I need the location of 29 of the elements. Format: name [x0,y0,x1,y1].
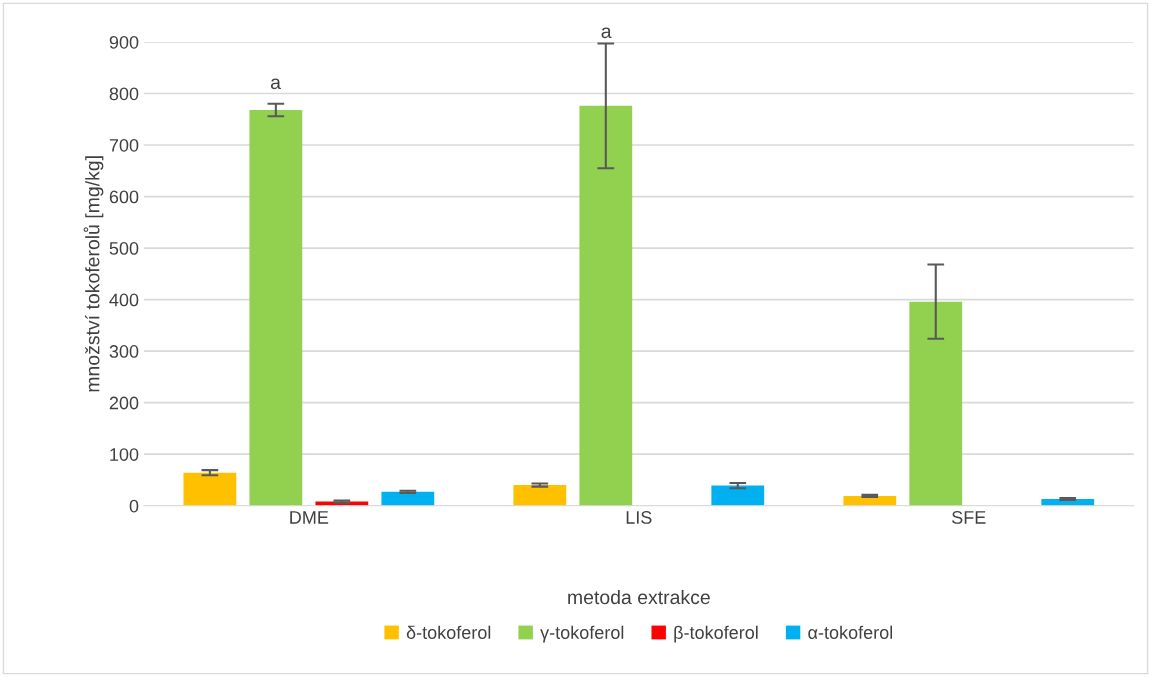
y-axis-title: množství tokoferolů [mg/kg] [83,156,104,392]
bar [711,485,765,506]
x-tick-label: LIS [626,511,652,524]
bar [579,105,633,506]
y-tick-label: 0 [129,499,139,513]
y-tick-label: 400 [109,293,139,307]
legend-label: β-tokoferol [674,625,758,643]
legend-label: α-tokoferol [808,625,893,639]
x-axis-title: metoda extrakce [568,589,710,605]
legend-label: δ-tokoferol [406,625,491,639]
x-tick-label: DME [290,511,329,524]
annotation: a [270,78,281,90]
legend-label: γ-tokoferol [540,625,624,643]
bar [249,109,303,506]
y-tick-label: 200 [109,396,139,410]
y-tick-label: 500 [109,242,139,255]
bar [183,472,237,506]
y-tick-label: 100 [110,448,139,461]
bar [909,301,963,506]
x-tick-label: SFE [952,511,986,524]
bar [843,495,897,506]
y-tick-label: 300 [109,345,139,358]
bar [381,491,435,506]
bar [513,485,567,506]
text: a [601,27,612,39]
y-tick-label: 800 [109,87,139,101]
y-tick-label: 700 [109,138,139,152]
y-tick-label: 900 [109,35,139,49]
y-tick-label: 600 [109,190,139,204]
